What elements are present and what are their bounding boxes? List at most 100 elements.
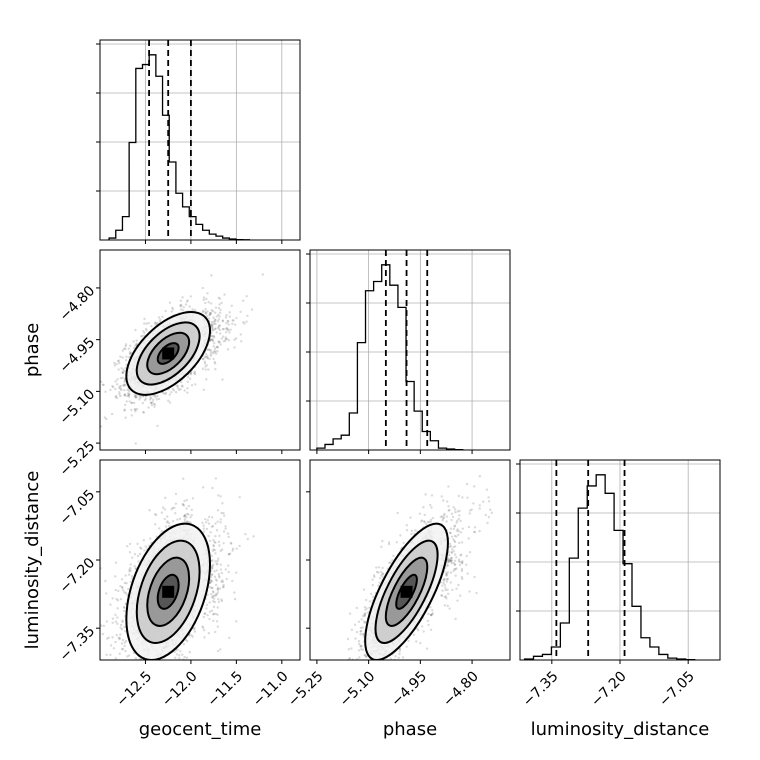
sample-point — [186, 391, 189, 394]
sample-point — [213, 600, 217, 604]
sample-point — [167, 667, 169, 669]
sample-point — [181, 503, 185, 507]
sample-point — [221, 319, 225, 322]
sample-point — [119, 376, 123, 380]
sample-point — [218, 328, 222, 332]
sample-point — [222, 340, 226, 343]
sample-point — [231, 579, 234, 583]
sample-point — [218, 544, 221, 547]
sample-point — [233, 338, 236, 341]
sample-point — [261, 273, 265, 276]
scatter-panel-geocent_time-luminosity_distance: −12.5 −12.0 −11.5 −11.0−7.35−7.20−7.05 — [57, 459, 301, 710]
sample-point — [225, 327, 228, 331]
sample-point — [135, 339, 138, 342]
sample-point — [111, 636, 114, 639]
sample-point — [227, 323, 230, 326]
sample-point — [209, 352, 212, 356]
sample-point — [202, 530, 206, 533]
sample-point — [210, 525, 214, 528]
sample-point — [128, 570, 131, 573]
sample-point — [212, 345, 215, 348]
sample-point — [118, 386, 121, 390]
panel-frame — [99, 249, 301, 451]
sample-point — [242, 320, 245, 324]
panel-frame — [99, 39, 301, 241]
sample-point — [123, 379, 127, 382]
sample-point — [223, 514, 226, 517]
sample-point — [224, 330, 228, 334]
sample-point — [211, 335, 214, 338]
sample-point — [124, 639, 128, 643]
sample-point — [210, 675, 212, 677]
sample-point — [214, 306, 218, 309]
sample-point — [226, 532, 230, 535]
sample-point — [171, 387, 175, 391]
sample-point — [215, 592, 219, 596]
sample-point — [217, 572, 221, 576]
sample-point — [166, 515, 169, 518]
sample-point — [149, 689, 151, 691]
sample-point — [194, 383, 197, 386]
sample-point — [210, 586, 213, 590]
sample-point — [205, 364, 209, 367]
sample-point — [218, 324, 222, 327]
sample-point — [213, 342, 216, 345]
sample-point — [148, 664, 150, 666]
sample-point — [217, 296, 220, 299]
sample-point — [175, 384, 178, 387]
sample-point — [175, 667, 177, 669]
sample-point — [168, 401, 172, 404]
sample-point — [206, 614, 209, 617]
sample-point — [189, 521, 192, 524]
sample-point — [171, 519, 175, 523]
sample-point — [218, 340, 221, 344]
sample-point — [213, 318, 217, 321]
sample-point — [211, 338, 214, 341]
sample-point — [209, 531, 212, 534]
sample-point — [123, 393, 126, 396]
sample-point — [130, 408, 133, 412]
sample-point — [121, 371, 125, 375]
sample-point — [215, 562, 218, 565]
sample-point — [168, 663, 170, 665]
sample-point — [187, 504, 191, 508]
x-tick-label: −7.20 — [588, 668, 630, 710]
sample-point — [203, 612, 207, 615]
sample-point — [215, 620, 219, 623]
sample-point — [121, 376, 124, 380]
sample-point — [130, 401, 133, 405]
sample-point — [207, 317, 211, 320]
sample-point — [204, 521, 208, 524]
y-tick-label: −4.80 — [57, 283, 99, 325]
sample-point — [217, 324, 221, 328]
sample-point — [212, 613, 215, 616]
sample-point — [211, 595, 214, 598]
sample-point — [156, 394, 159, 398]
sample-point — [119, 387, 122, 391]
sample-point — [202, 309, 205, 313]
sample-point — [174, 656, 177, 660]
sample-point — [142, 539, 146, 542]
sample-point — [114, 395, 117, 399]
sample-point — [221, 327, 225, 331]
sample-point — [142, 410, 145, 414]
sample-point — [183, 513, 187, 517]
sample-point — [134, 328, 137, 332]
sample-point — [128, 568, 131, 571]
sample-point — [111, 621, 114, 625]
sample-point — [144, 397, 148, 400]
sample-point — [220, 571, 224, 575]
sample-point — [128, 400, 131, 403]
sample-point — [128, 351, 132, 354]
sample-point — [216, 588, 219, 591]
sample-point — [119, 355, 122, 358]
sample-point — [142, 329, 145, 333]
sample-point — [148, 398, 152, 401]
sample-point — [113, 364, 117, 367]
sample-point — [112, 665, 114, 667]
sample-point — [119, 623, 123, 627]
sample-point — [217, 600, 221, 604]
sample-point — [225, 321, 228, 325]
sample-point — [224, 337, 228, 341]
sample-point — [176, 386, 179, 390]
